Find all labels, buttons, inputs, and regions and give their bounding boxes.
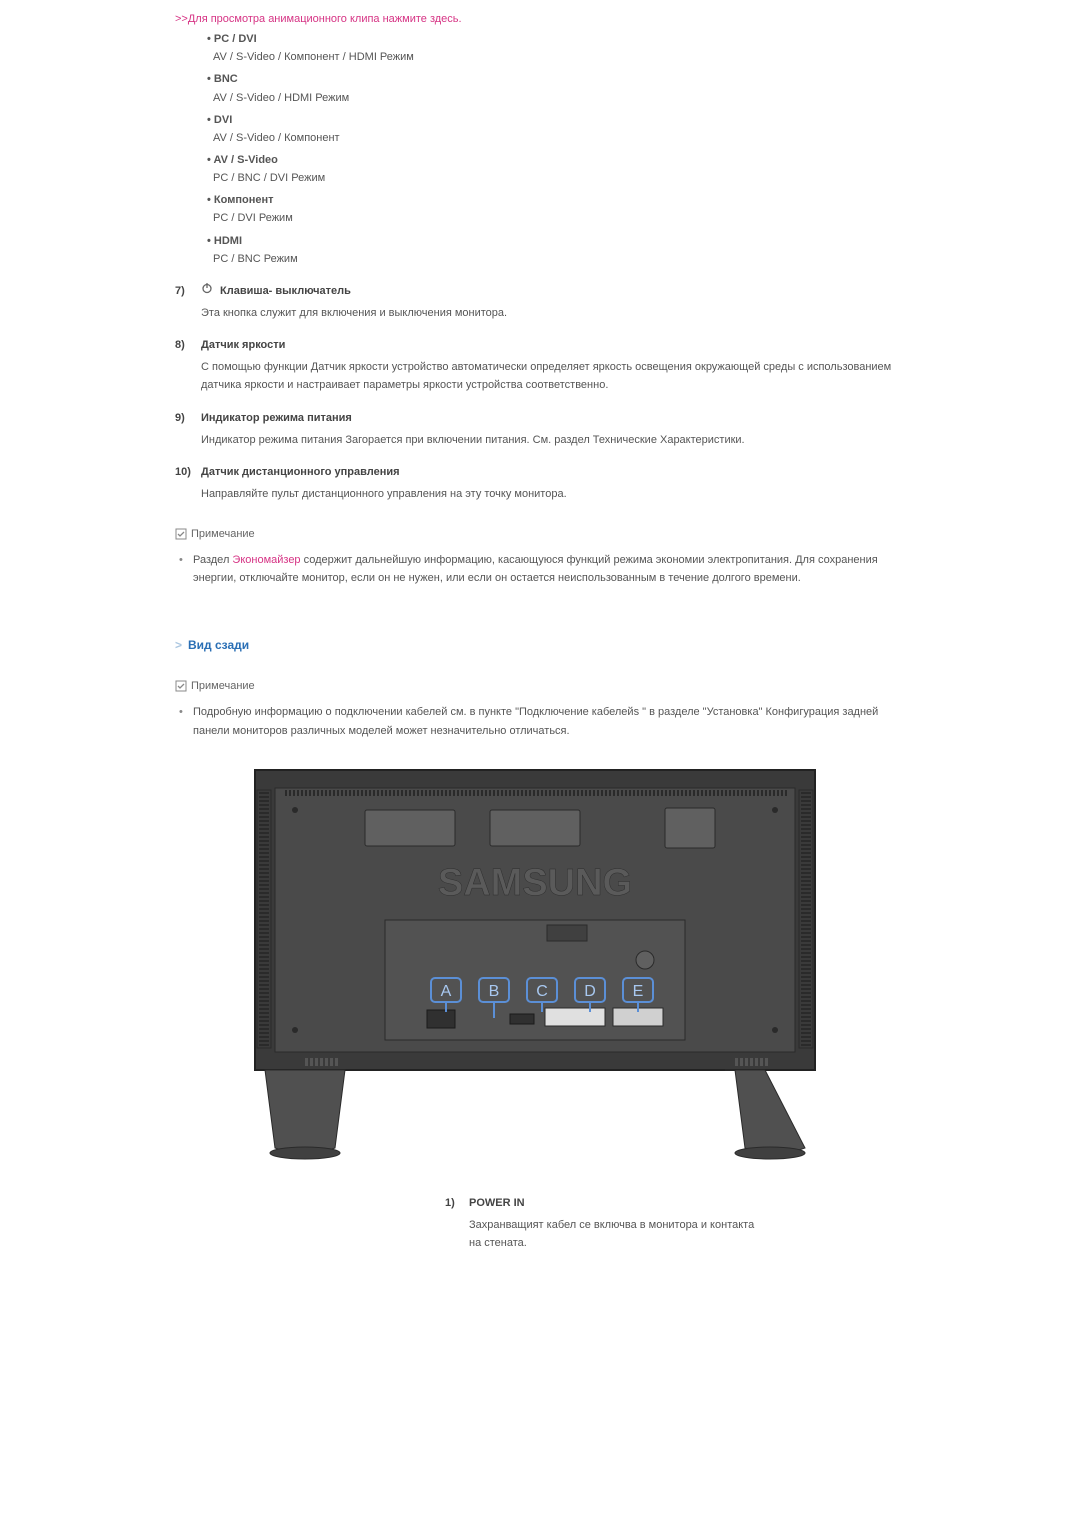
- note-bullet: • Подробную информацию о подключении каб…: [179, 703, 895, 739]
- label-a: A: [441, 983, 452, 1000]
- label-d: D: [584, 983, 596, 1000]
- animation-link[interactable]: >>Для просмотра анимационного клипа нажм…: [175, 10, 895, 28]
- item-number: 7): [175, 282, 201, 300]
- label-b: B: [489, 983, 500, 1000]
- label-c: C: [536, 983, 548, 1000]
- note-icon: [175, 680, 187, 692]
- mode-title: • AV / S-Video: [207, 151, 895, 169]
- mode-title: • HDMI: [207, 232, 895, 250]
- item-row: 9) Индикатор режима питания: [175, 409, 895, 427]
- note-header: Примечание: [175, 677, 895, 695]
- item-title: Датчик дистанционного управления: [201, 463, 400, 481]
- power-title: POWER IN: [469, 1194, 525, 1212]
- item-number: 9): [175, 409, 201, 427]
- item-number: 10): [175, 463, 201, 481]
- note-text: Подробную информацию о подключении кабел…: [193, 703, 895, 739]
- bullet-icon: •: [179, 703, 193, 739]
- item-row: 8) Датчик яркости: [175, 336, 895, 354]
- item-body: Направляйте пульт дистанционного управле…: [201, 485, 895, 503]
- item-title: Клавиша- выключатель: [201, 282, 351, 300]
- note-label: Примечание: [191, 528, 255, 540]
- mode-desc: PC / BNC / DVI Режим: [213, 169, 895, 187]
- modes-list: • PC / DVI AV / S-Video / Компонент / HD…: [207, 30, 895, 268]
- mode-desc: AV / S-Video / Компонент / HDMI Режим: [213, 48, 895, 66]
- power-in-section: 1) POWER IN Захранващият кабел се включв…: [445, 1194, 895, 1252]
- mode-title: • BNC: [207, 70, 895, 88]
- brand-text: SAMSUNG: [438, 862, 632, 904]
- item-number: 8): [175, 336, 201, 354]
- power-icon: [201, 282, 213, 300]
- mode-title: • DVI: [207, 111, 895, 129]
- item-title: Индикатор режима питания: [201, 409, 352, 427]
- chevron-icon: >: [175, 638, 182, 652]
- label-e: E: [633, 983, 644, 1000]
- note-label: Примечание: [191, 680, 255, 692]
- power-desc: Захранващият кабел се включва в монитора…: [469, 1216, 759, 1252]
- item-title: Датчик яркости: [201, 336, 285, 354]
- item-title-text: Клавиша- выключатель: [217, 285, 351, 297]
- power-number: 1): [445, 1194, 469, 1212]
- eco-link[interactable]: Экономайзер: [232, 554, 300, 566]
- mode-desc: PC / BNC Режим: [213, 250, 895, 268]
- note-header: Примечание: [175, 525, 895, 543]
- monitor-rear-diagram: SAMSUNG A B C D E: [245, 760, 825, 1166]
- item-body: Эта кнопка служит для включения и выключ…: [201, 304, 895, 322]
- item-body: С помощью функции Датчик яркости устройс…: [201, 358, 895, 394]
- item-body: Индикатор режима питания Загорается при …: [201, 431, 895, 449]
- rear-view-section-title: > Вид сзади: [175, 636, 895, 656]
- note-icon: [175, 528, 187, 540]
- section-title-text: Вид сзади: [188, 638, 249, 652]
- note-prefix: Раздел: [193, 554, 232, 566]
- mode-desc: AV / S-Video / HDMI Режим: [213, 89, 895, 107]
- bullet-icon: •: [179, 551, 193, 587]
- mode-desc: AV / S-Video / Компонент: [213, 129, 895, 147]
- mode-title: • Компонент: [207, 191, 895, 209]
- mode-title: • PC / DVI: [207, 30, 895, 48]
- note-text: Раздел Экономайзер содержит дальнейшую и…: [193, 551, 895, 587]
- item-row: 7) Клавиша- выключатель: [175, 282, 895, 300]
- mode-desc: PC / DVI Режим: [213, 209, 895, 227]
- note-bullet: • Раздел Экономайзер содержит дальнейшую…: [179, 551, 895, 587]
- item-row: 10) Датчик дистанционного управления: [175, 463, 895, 481]
